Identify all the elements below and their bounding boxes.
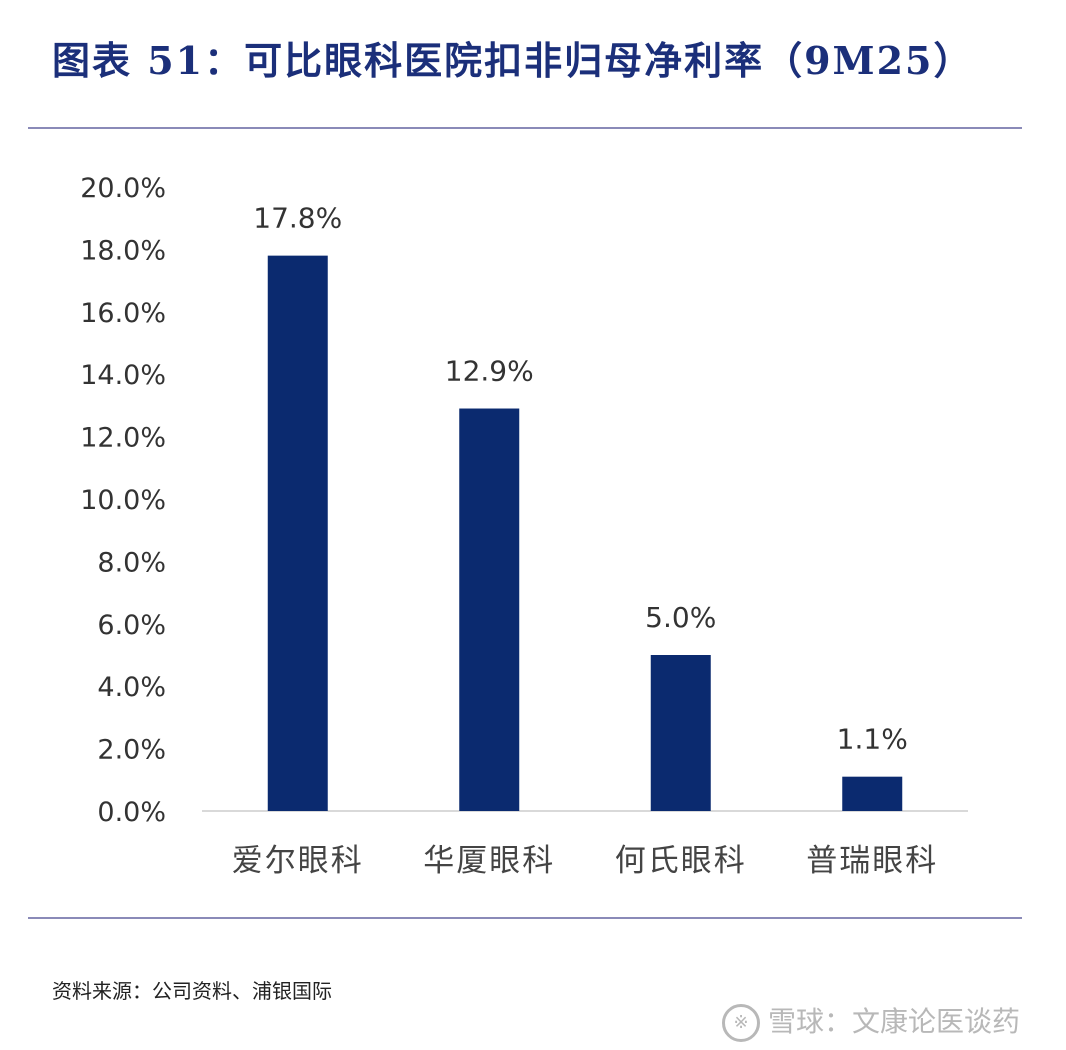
y-tick-label: 10.0% [80,485,166,516]
data-label: 1.1% [837,723,908,756]
data-label: 12.9% [445,355,534,388]
y-tick-label: 0.0% [97,797,166,828]
bar [842,776,903,811]
watermark: ※ 雪球：文康论医谈药 [722,1000,1020,1042]
y-tick-label: 12.0% [80,423,166,454]
y-tick-label: 20.0% [80,173,166,204]
y-tick-label: 14.0% [80,360,166,391]
y-tick-label: 18.0% [80,235,166,266]
y-tick-label: 6.0% [97,610,166,641]
data-label: 17.8% [253,202,342,235]
category-label: 何氏眼科 [615,843,747,879]
watermark-text: 雪球：文康论医谈药 [768,1005,1021,1038]
bar [459,408,520,811]
bar-chart: 0.0% 2.0% 4.0% 6.0% 8.0% 10.0% 12.0% 14.0% 16.0%… [80,173,968,879]
category-label: 爱尔眼科 [232,843,364,879]
snowball-icon: ※ [722,1004,760,1042]
top-divider [28,127,1022,129]
bottom-divider [28,917,1022,919]
y-tick-label: 4.0% [97,672,166,703]
category-label: 普瑞眼科 [806,843,938,879]
source-note: 资料来源：公司资料、浦银国际 [52,979,332,1003]
y-tick-label: 8.0% [97,547,166,578]
bar [650,655,711,811]
y-tick-label: 2.0% [97,735,166,766]
y-tick-label: 16.0% [80,298,166,329]
data-label: 5.0% [645,601,716,634]
category-label: 华厦眼科 [423,843,555,879]
bar [267,255,328,811]
chart-title: 图表 51：可比眼科医院扣非归母净利率（9M25） [52,38,974,83]
